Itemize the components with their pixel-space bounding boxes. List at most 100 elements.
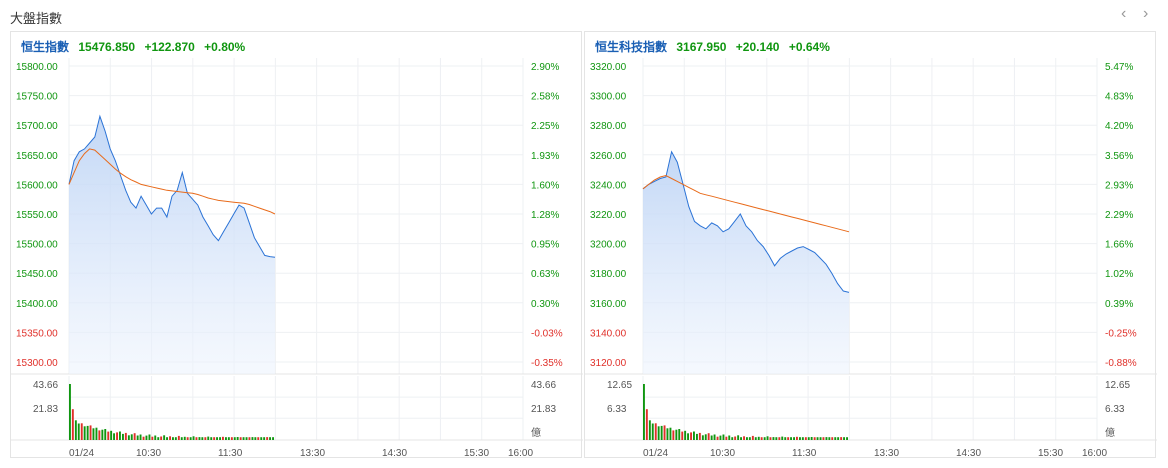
volume-bar bbox=[701, 435, 704, 440]
volume-bar bbox=[675, 429, 678, 440]
volume-unit-label: 億 bbox=[531, 426, 541, 439]
price-line bbox=[642, 150, 850, 293]
time-axis-label: 16:00 bbox=[508, 448, 533, 459]
volume-bar bbox=[172, 437, 174, 440]
volume-bar bbox=[725, 436, 728, 440]
y-axis-label: 15400.00 bbox=[16, 299, 58, 310]
index-name[interactable]: 恒生指數 bbox=[21, 40, 70, 54]
index-pct: +0.64% bbox=[788, 40, 830, 54]
volume-bar bbox=[104, 429, 107, 440]
volume-bar bbox=[704, 434, 707, 440]
volume-bar bbox=[790, 437, 792, 440]
volume-bar bbox=[663, 425, 666, 440]
volume-bar bbox=[781, 436, 784, 440]
volume-bar bbox=[651, 423, 654, 440]
price-line bbox=[68, 114, 276, 258]
index-value: 3167.950 bbox=[676, 40, 727, 54]
pct-axis-label: -0.25% bbox=[1105, 328, 1137, 339]
volume-bar bbox=[242, 437, 245, 440]
volume-bar bbox=[793, 437, 795, 440]
volume-axis-label: 43.66 bbox=[33, 380, 58, 391]
volume-bar bbox=[186, 437, 189, 440]
volume-axis-label: 21.83 bbox=[33, 404, 58, 415]
volume-bar bbox=[840, 437, 843, 440]
chevron-right-icon[interactable]: › bbox=[1143, 5, 1149, 22]
volume-bar bbox=[160, 436, 163, 440]
volume-bar bbox=[269, 437, 271, 440]
volume-bar bbox=[207, 436, 210, 440]
volume-bar bbox=[672, 430, 675, 440]
volume-bar bbox=[716, 436, 719, 440]
hstech-chart-panel: 恒生科技指數 3167.950 +20.140 +0.64% 3320.00 33… bbox=[584, 31, 1157, 459]
volume-bar bbox=[760, 437, 763, 440]
volume-bar bbox=[643, 384, 645, 440]
y-axis-label: 3140.00 bbox=[590, 328, 627, 339]
index-header: 恒生科技指數 3167.950 +20.140 +0.64% bbox=[595, 38, 830, 55]
volume-bar bbox=[272, 437, 274, 440]
time-axis-label: 15:30 bbox=[1038, 448, 1063, 459]
volume-bar bbox=[195, 437, 198, 440]
volume-bar bbox=[92, 428, 95, 440]
volume-bar bbox=[227, 437, 230, 440]
volume-bar bbox=[101, 429, 104, 440]
volume-bar bbox=[69, 384, 71, 440]
volume-bar bbox=[157, 437, 160, 440]
volume-bar bbox=[751, 435, 754, 440]
time-axis-label: 14:30 bbox=[956, 448, 981, 459]
intraday-chart: 15800.00 15750.00 15700.00 15650.00 15600.00… bbox=[11, 58, 583, 459]
volume-bar bbox=[124, 432, 127, 440]
volume-bar bbox=[719, 435, 722, 440]
y-axis-label: 15450.00 bbox=[16, 269, 58, 280]
pct-axis-label: -0.03% bbox=[531, 328, 563, 339]
volume-bar bbox=[139, 434, 142, 440]
pct-axis-label: 2.25% bbox=[531, 121, 559, 132]
chevron-left-icon[interactable]: ‹ bbox=[1121, 5, 1127, 22]
volume-bar bbox=[825, 437, 828, 440]
volume-bar bbox=[731, 437, 734, 440]
volume-bar bbox=[110, 430, 113, 440]
volume-bar bbox=[83, 426, 86, 440]
volume-bar bbox=[233, 437, 236, 440]
y-axis-label: 15750.00 bbox=[16, 92, 58, 103]
volume-bar bbox=[266, 437, 269, 440]
index-value: 15476.850 bbox=[78, 40, 136, 54]
index-pct: +0.80% bbox=[204, 40, 246, 54]
index-name[interactable]: 恒生科技指數 bbox=[595, 40, 668, 54]
volume-bar bbox=[763, 437, 766, 440]
y-axis-label: 15700.00 bbox=[16, 121, 58, 132]
volume-bar bbox=[130, 434, 133, 440]
time-axis-label: 16:00 bbox=[1082, 448, 1107, 459]
volume-bar bbox=[740, 437, 742, 440]
pct-axis-label: 2.90% bbox=[531, 62, 559, 73]
volume-bar bbox=[71, 409, 74, 440]
pct-axis-label: 0.95% bbox=[531, 240, 559, 251]
volume-bar bbox=[254, 437, 257, 440]
volume-bar bbox=[145, 435, 148, 440]
volume-bar bbox=[754, 437, 757, 440]
volume-bar bbox=[245, 437, 248, 440]
y-axis-label: 3160.00 bbox=[590, 299, 627, 310]
y-axis-label: 3240.00 bbox=[590, 180, 627, 191]
volume-bar bbox=[239, 437, 242, 440]
y-axis-label: 3320.00 bbox=[590, 62, 627, 73]
y-axis-label: 3300.00 bbox=[590, 92, 627, 103]
y-axis-label: 15300.00 bbox=[16, 358, 58, 369]
time-axis-label: 10:30 bbox=[710, 448, 735, 459]
volume-bar bbox=[77, 423, 80, 440]
volume-bar bbox=[204, 437, 207, 440]
volume-bar bbox=[737, 435, 740, 440]
volume-bar bbox=[690, 432, 692, 440]
volume-bar bbox=[828, 437, 831, 440]
y-axis-label: 15550.00 bbox=[16, 210, 58, 221]
volume-axis-label: 6.33 bbox=[607, 404, 627, 415]
volume-bar bbox=[757, 436, 760, 440]
pct-axis-label: 1.66% bbox=[1105, 240, 1133, 251]
time-axis-label: 13:30 bbox=[300, 448, 325, 459]
volume-bar bbox=[807, 437, 810, 440]
volume-bar bbox=[748, 437, 751, 440]
pct-axis-label: 4.83% bbox=[1105, 92, 1133, 103]
volume-bar bbox=[778, 437, 781, 440]
volume-bar bbox=[787, 437, 790, 440]
volume-bar bbox=[174, 437, 177, 440]
y-axis-label: 3200.00 bbox=[590, 240, 627, 251]
